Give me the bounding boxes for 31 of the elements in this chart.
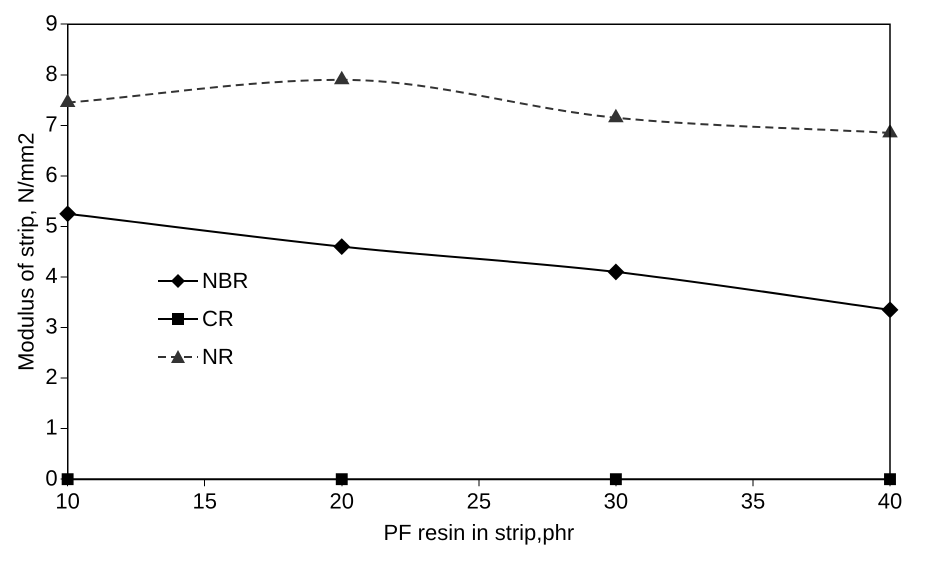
point — [884, 473, 896, 486]
point — [334, 238, 350, 255]
y-tick-label: 0 — [45, 465, 58, 490]
x-tick-label: 25 — [466, 488, 492, 514]
point — [336, 473, 348, 486]
y-tick-label: 8 — [45, 60, 58, 86]
legend-label: NBR — [202, 268, 248, 294]
y-tick-label: 2 — [45, 364, 58, 390]
y-tick-label: 1 — [45, 414, 58, 440]
legend-label: CR — [202, 306, 234, 332]
x-tick-label: 40 — [878, 488, 902, 514]
x-tick-label: 30 — [604, 488, 628, 514]
point — [608, 110, 623, 122]
y-tick-label: 3 — [45, 314, 58, 339]
x-tick-label: 20 — [330, 488, 354, 514]
y-axis-title: Modulus of strip, N/mm2 — [13, 132, 38, 371]
y-tick-label: 9 — [45, 10, 58, 36]
point — [610, 473, 622, 486]
point — [60, 206, 76, 222]
y-tick-label: 5 — [45, 212, 58, 238]
x-tick-label: 35 — [740, 488, 766, 514]
legend-label: NR — [202, 344, 234, 370]
x-axis-title: PF resin in strip,phr — [383, 520, 574, 545]
y-tick-label: 7 — [45, 111, 58, 136]
point — [334, 72, 349, 84]
x-tick-label: 15 — [192, 488, 217, 514]
x-tick-label: 10 — [55, 488, 80, 514]
point — [608, 264, 624, 280]
y-tick-label: 4 — [45, 263, 58, 288]
point — [60, 94, 75, 108]
y-tick-label: 6 — [45, 162, 58, 187]
